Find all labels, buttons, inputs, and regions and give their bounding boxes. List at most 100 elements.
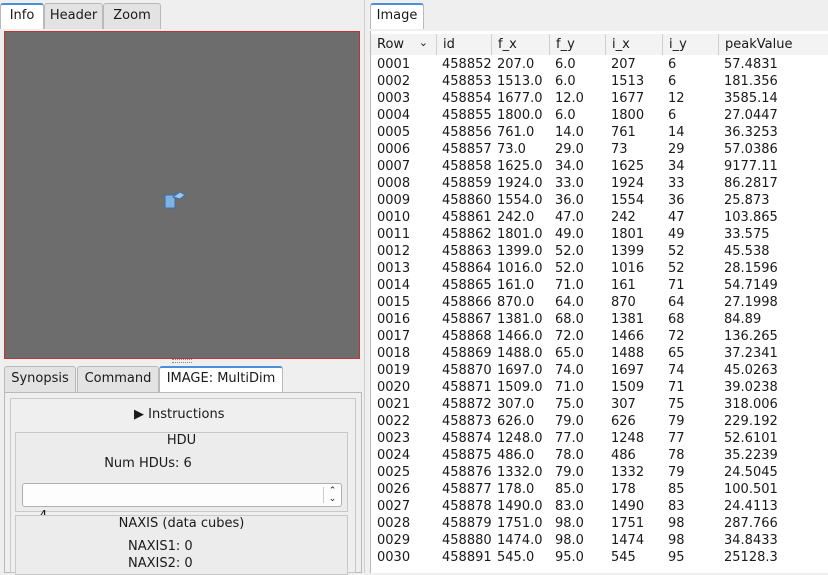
- column-header[interactable]: id: [437, 34, 492, 55]
- column-header[interactable]: f_y: [550, 34, 606, 55]
- table-cell: 0023: [377, 431, 411, 446]
- table-cell: 0008: [377, 176, 411, 191]
- table-cell: 65.0: [555, 346, 584, 361]
- table-cell: 458858: [442, 159, 492, 174]
- table-cell: 9177.11: [724, 159, 778, 174]
- table-cell: 85.0: [555, 482, 584, 497]
- tab[interactable]: Image: [370, 3, 424, 29]
- table-cell: 458867: [442, 312, 492, 327]
- table-cell: 1513: [611, 74, 645, 89]
- table-cell: 0016: [377, 312, 411, 327]
- table-cell: 1801: [611, 227, 645, 242]
- table-cell: 458856: [442, 125, 492, 140]
- table-cell: 458861: [442, 210, 492, 225]
- table-cell: 0014: [377, 278, 411, 293]
- table-cell: 458862: [442, 227, 492, 242]
- table-cell: 71: [668, 278, 685, 293]
- table-cell: 0024: [377, 448, 411, 463]
- tab[interactable]: Synopsis: [4, 366, 76, 392]
- table-cell: 95.0: [555, 550, 584, 565]
- table-cell: 0012: [377, 244, 411, 259]
- table-cell: 33: [668, 176, 685, 191]
- splitter[interactable]: [172, 359, 192, 363]
- table-cell: 45.0263: [724, 363, 778, 378]
- table-cell: 54.7149: [724, 278, 778, 293]
- table-cell: 71: [668, 380, 685, 395]
- column-header[interactable]: peakValue: [719, 34, 828, 55]
- table-cell: 0010: [377, 210, 411, 225]
- table-cell: 1697: [611, 363, 645, 378]
- table-cell: 83: [668, 499, 685, 514]
- table-cell: 458870: [442, 363, 492, 378]
- table-cell: 1248: [611, 431, 645, 446]
- table-cell: 0026: [377, 482, 411, 497]
- tab[interactable]: Header: [44, 3, 103, 29]
- table-cell: 74.0: [555, 363, 584, 378]
- naxis-item: NAXIS1: 0: [128, 539, 193, 554]
- table-cell: 25.873: [724, 193, 770, 208]
- table-cell: 64: [668, 295, 685, 310]
- table-cell: 178.0: [497, 482, 535, 497]
- table-cell: 1800: [611, 108, 645, 123]
- table-cell: 6: [668, 108, 677, 123]
- table-cell: 0021: [377, 397, 411, 412]
- table-cell: 39.0238: [724, 380, 778, 395]
- table-cell: 545.0: [497, 550, 535, 565]
- table-cell: 1381: [611, 312, 645, 327]
- column-header[interactable]: f_x: [492, 34, 550, 55]
- column-header[interactable]: i_y: [663, 34, 719, 55]
- table-cell: 458859: [442, 176, 492, 191]
- column-header[interactable]: i_x: [606, 34, 663, 55]
- table-cell: 98.0: [555, 533, 584, 548]
- instructions-toggle[interactable]: ▶ Instructions: [134, 406, 225, 424]
- table-cell: 28.1596: [724, 261, 778, 276]
- table-cell: 75: [668, 397, 685, 412]
- table-cell: 36.0: [555, 193, 584, 208]
- table-cell: 45.538: [724, 244, 770, 259]
- table-cell: 68.0: [555, 312, 584, 327]
- table-cell: 207: [611, 57, 636, 72]
- table-cell: 626: [611, 414, 636, 429]
- hdu-selector[interactable]: 4 ( 4) BinTableHDU [1K, 1E, ⌃⌄: [22, 483, 342, 546]
- table-cell: 307: [611, 397, 636, 412]
- table-cell: 545: [611, 550, 636, 565]
- table-cell: 458878: [442, 499, 492, 514]
- table-cell: 33.0: [555, 176, 584, 191]
- tab[interactable]: IMAGE: MultiDim: [159, 366, 283, 392]
- table-cell: 1332.0: [497, 465, 543, 480]
- table-cell: 6: [668, 74, 677, 89]
- sort-indicator: ⌄: [418, 36, 428, 49]
- table-cell: 47.0: [555, 210, 584, 225]
- table-cell: 12: [668, 91, 685, 106]
- table-cell: 29: [668, 142, 685, 157]
- table-cell: 761.0: [497, 125, 535, 140]
- table-cell: 52.6101: [724, 431, 778, 446]
- table-cell: 72: [668, 329, 685, 344]
- table-cell: 1751: [611, 516, 645, 531]
- table-cell: 626.0: [497, 414, 535, 429]
- naxis-item: NAXIS2: 0: [128, 556, 193, 571]
- table-cell: 458879: [442, 516, 492, 531]
- expander-arrow: ▶: [134, 407, 144, 422]
- table-cell: 65: [668, 346, 685, 361]
- column-header[interactable]: Row ⌄: [371, 34, 437, 55]
- table-cell: 74: [668, 363, 685, 378]
- table-cell: 0027: [377, 499, 411, 514]
- table-cell: 52.0: [555, 261, 584, 276]
- table-cell: 1509: [611, 380, 645, 395]
- tab[interactable]: Zoom: [103, 3, 161, 29]
- table-cell: 0029: [377, 533, 411, 548]
- table-cell: 458855: [442, 108, 492, 123]
- image-viewer[interactable]: [4, 31, 360, 359]
- table-cell: 486.0: [497, 448, 535, 463]
- table-cell: 52.0: [555, 244, 584, 259]
- group-title: HDU: [166, 433, 197, 448]
- table-cell: 1474: [611, 533, 645, 548]
- tab[interactable]: Info: [0, 3, 44, 29]
- table-cell: 0025: [377, 465, 411, 480]
- table-cell: 6.0: [555, 57, 576, 72]
- tab[interactable]: Command: [77, 366, 159, 392]
- table-cell: 1697.0: [497, 363, 543, 378]
- table-cell: 307.0: [497, 397, 535, 412]
- cursor-icon: [164, 191, 186, 209]
